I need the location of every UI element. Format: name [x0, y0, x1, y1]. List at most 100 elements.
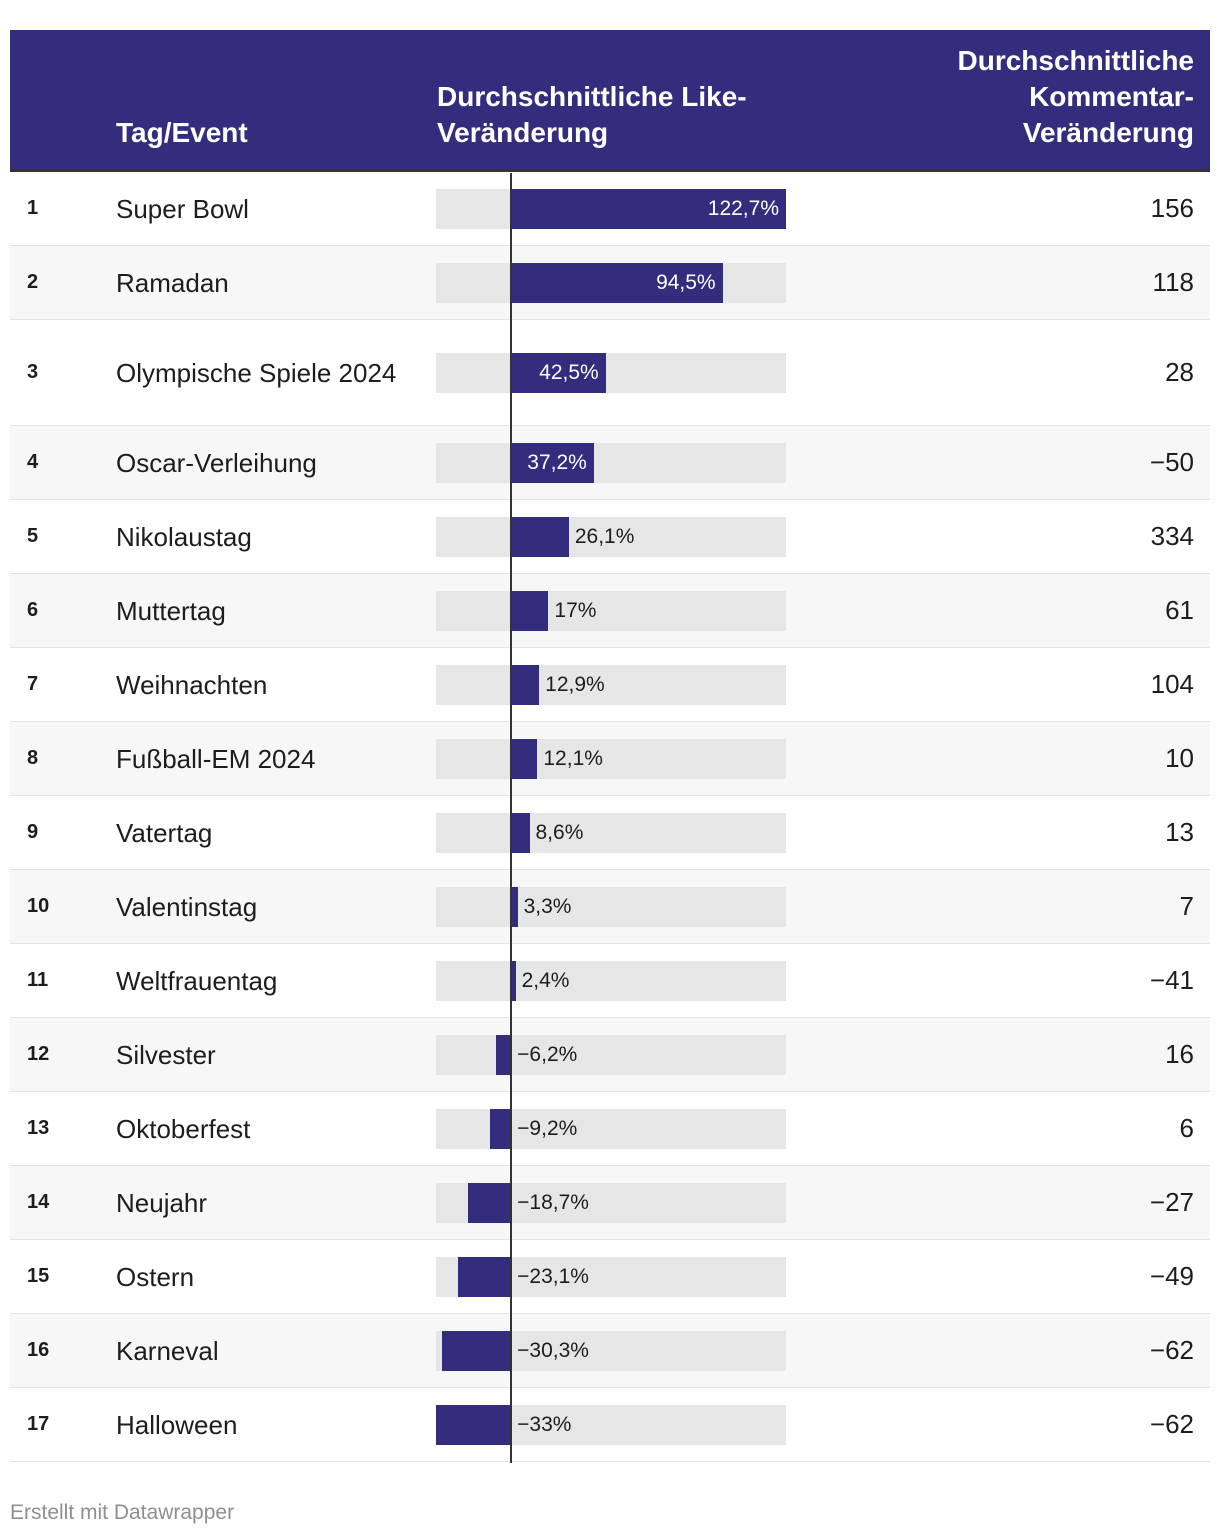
row-event: Super Bowl: [116, 193, 249, 224]
row-event: Ramadan: [116, 267, 229, 298]
row-rank: 11: [27, 969, 49, 991]
like-bar: [510, 516, 569, 557]
row-rank: 10: [27, 895, 50, 917]
bar-track: −9,2%: [436, 1108, 786, 1149]
like-bar: [510, 188, 786, 229]
like-bar: [489, 1108, 511, 1149]
like-value-label: −18,7%: [517, 1190, 589, 1214]
table-row: 11 Weltfrauentag 2,4% −41: [10, 944, 1210, 1018]
row-rank: 8: [27, 747, 39, 769]
header-comment-line3: Veränderung: [1022, 117, 1194, 148]
table-row: 14 Neujahr −18,7% −27: [10, 1166, 1210, 1240]
like-value-label: −30,3%: [517, 1338, 589, 1362]
table-row: 10 Valentinstag 3,3% 7: [10, 870, 1210, 944]
table-header: Tag/Event Durchschnittliche Like- Veränd…: [10, 30, 1210, 172]
table-row: 12 Silvester −6,2% 16: [10, 1018, 1210, 1092]
row-event: Weihnachten: [116, 669, 268, 700]
like-bar: [510, 590, 549, 631]
table-row: 9 Vatertag 8,6% 13: [10, 796, 1210, 870]
like-bar: [510, 960, 516, 1001]
like-value-label: 26,1%: [574, 524, 635, 548]
like-value-label: 2,4%: [521, 968, 570, 992]
row-rank: 14: [27, 1191, 50, 1213]
row-event: Vatertag: [116, 817, 213, 848]
bar-track: 2,4%: [436, 960, 786, 1001]
row-rank: 4: [27, 451, 39, 473]
like-value-label: 8,6%: [535, 820, 584, 844]
header-like-line2: Veränderung: [437, 117, 609, 148]
header-comment-line1: Durchschnittliche: [957, 45, 1194, 76]
like-bar: [510, 886, 518, 927]
like-bar: [510, 442, 594, 483]
like-bar: [510, 262, 723, 303]
row-event: Halloween: [116, 1409, 238, 1440]
row-comment-change: 10: [1165, 743, 1194, 773]
bar-track: −23,1%: [436, 1256, 786, 1297]
bar-track: −30,3%: [436, 1330, 786, 1371]
like-bar: [468, 1182, 511, 1223]
bar-track: 37,2%: [436, 442, 786, 483]
row-comment-change: 6: [1179, 1113, 1194, 1143]
table-row: 17 Halloween −33% −62: [10, 1388, 1210, 1462]
row-rank: 6: [27, 599, 39, 621]
table-row: 6 Muttertag 17% 61: [10, 574, 1210, 648]
bar-track: 8,6%: [436, 812, 786, 853]
row-rank: 15: [27, 1265, 50, 1287]
bar-track: 122,7%: [436, 188, 786, 229]
table-row: 4 Oscar-Verleihung 37,2% −50: [10, 426, 1210, 500]
row-comment-change: 13: [1165, 817, 1194, 847]
row-event: Nikolaustag: [116, 521, 252, 552]
zero-axis-line: [510, 173, 512, 1463]
like-value-label: 37,2%: [527, 450, 587, 474]
row-event: Oktoberfest: [116, 1113, 251, 1144]
row-comment-change: −62: [1149, 1335, 1194, 1365]
data-table: Tag/Event Durchschnittliche Like- Veränd…: [10, 30, 1210, 1462]
row-comment-change: 118: [1152, 267, 1194, 297]
like-bar: [458, 1256, 511, 1297]
like-bar: [436, 1404, 511, 1445]
header-event[interactable]: Tag/Event: [116, 117, 248, 148]
like-value-label: 122,7%: [707, 196, 779, 220]
row-rank: 7: [27, 673, 39, 695]
footer-credit[interactable]: Erstellt mit Datawrapper: [10, 1501, 235, 1524]
bar-track: 12,9%: [436, 664, 786, 705]
bar-track: −18,7%: [436, 1182, 786, 1223]
row-rank: 16: [27, 1339, 50, 1361]
row-event: Fußball-EM 2024: [116, 743, 316, 774]
row-rank: 5: [27, 525, 39, 547]
row-comment-change: 28: [1165, 357, 1194, 387]
header-like-change[interactable]: Durchschnittliche Like- Veränderung: [437, 79, 797, 151]
like-value-label: −33%: [517, 1412, 572, 1436]
row-event: Olympische Spiele 2024: [116, 357, 397, 388]
row-comment-change: −41: [1149, 965, 1194, 995]
table-body: 1 Super Bowl 122,7% 156 2 Ramadan 94,5% 118 3 Oly…: [10, 172, 1210, 1462]
bar-track: 17%: [436, 590, 786, 631]
row-comment-change: 334: [1150, 521, 1194, 551]
row-rank: 12: [27, 1043, 50, 1065]
like-bar: [442, 1330, 511, 1371]
row-comment-change: 16: [1165, 1039, 1194, 1069]
like-bar: [510, 738, 538, 779]
table-row: 8 Fußball-EM 2024 12,1% 10: [10, 722, 1210, 796]
like-value-label: 42,5%: [539, 360, 599, 384]
like-value-label: 12,1%: [543, 746, 603, 770]
like-value-label: −9,2%: [517, 1116, 578, 1140]
row-event: Neujahr: [116, 1187, 208, 1218]
row-comment-change: −27: [1149, 1187, 1194, 1217]
row-event: Silvester: [116, 1039, 216, 1070]
row-rank: 3: [27, 361, 39, 383]
header-comment-line2: Kommentar-: [1029, 81, 1194, 112]
header-comment-change[interactable]: Durchschnittliche Kommentar- Veränderung: [894, 43, 1194, 151]
bar-track: −33%: [436, 1404, 786, 1445]
row-event: Valentinstag: [116, 891, 258, 922]
like-value-label: 17%: [554, 598, 597, 622]
row-rank: 2: [27, 271, 39, 293]
table-row: 15 Ostern −23,1% −49: [10, 1240, 1210, 1314]
table-row: 7 Weihnachten 12,9% 104: [10, 648, 1210, 722]
table-row: 16 Karneval −30,3% −62: [10, 1314, 1210, 1388]
like-value-label: 3,3%: [523, 894, 572, 918]
row-event: Karneval: [116, 1335, 219, 1366]
like-value-label: −6,2%: [517, 1042, 578, 1066]
row-rank: 13: [27, 1117, 50, 1139]
table-row: 13 Oktoberfest −9,2% 6: [10, 1092, 1210, 1166]
